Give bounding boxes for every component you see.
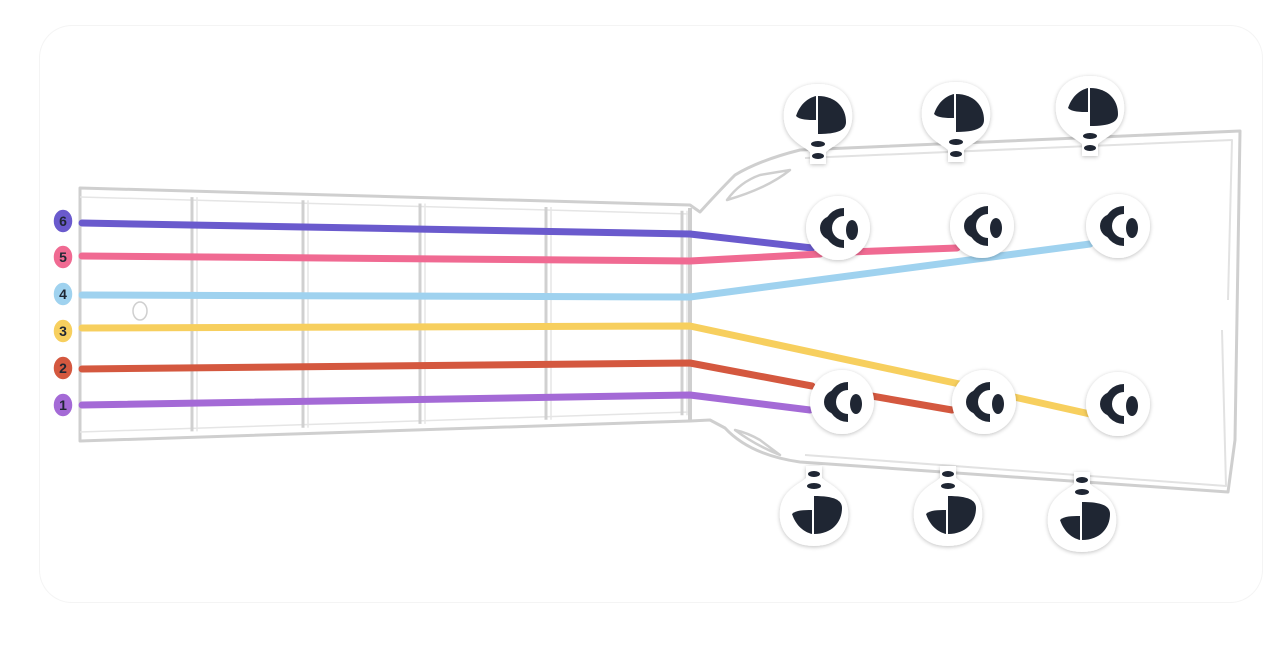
string-number: 5 xyxy=(59,249,67,265)
tuning-peg-icon xyxy=(1047,472,1117,552)
tuning-post-icon xyxy=(1086,372,1150,436)
tuning-peg-icon xyxy=(779,466,849,546)
tuning-post-icon xyxy=(806,196,870,260)
string-label-2: 2 xyxy=(52,355,74,381)
string-3 xyxy=(78,322,1094,418)
string-5 xyxy=(78,244,961,265)
tuning-peg-icon xyxy=(783,84,853,164)
tuning-post-icon xyxy=(950,194,1014,258)
tuning-peg-icon xyxy=(913,466,983,546)
string-4 xyxy=(78,240,1094,301)
string-number: 6 xyxy=(59,213,67,229)
string-1 xyxy=(78,391,814,414)
string-label-4: 4 xyxy=(52,281,74,307)
fret-dot xyxy=(132,301,148,321)
headstock-inner-edge xyxy=(804,139,1233,487)
frets xyxy=(190,197,692,432)
string-6 xyxy=(78,219,816,252)
neck-outline xyxy=(78,129,1242,494)
string-number: 2 xyxy=(59,360,67,376)
guitar-outline xyxy=(78,129,1242,494)
upper-slot xyxy=(725,168,792,202)
string-label-3: 3 xyxy=(52,318,74,344)
tuning-posts xyxy=(806,194,1150,436)
string-number: 4 xyxy=(59,286,67,302)
string-label-6: 6 xyxy=(52,208,74,234)
string-2 xyxy=(78,359,956,414)
string-label-1: 1 xyxy=(52,392,74,418)
strings xyxy=(78,219,1094,418)
tuning-pegs xyxy=(779,76,1125,552)
lower-slot xyxy=(733,428,782,457)
tuning-post-icon xyxy=(1086,194,1150,258)
tuning-post-icon xyxy=(810,370,874,434)
neck-outline-inner xyxy=(79,196,691,433)
tuning-peg-icon xyxy=(1055,76,1125,156)
string-label-5: 5 xyxy=(52,244,74,270)
string-number: 3 xyxy=(59,323,67,339)
tuning-post-icon xyxy=(952,370,1016,434)
string-labels: 6 5 4 3 2 1 xyxy=(52,208,74,418)
tuning-peg-icon xyxy=(921,82,991,162)
string-number: 1 xyxy=(59,397,67,413)
